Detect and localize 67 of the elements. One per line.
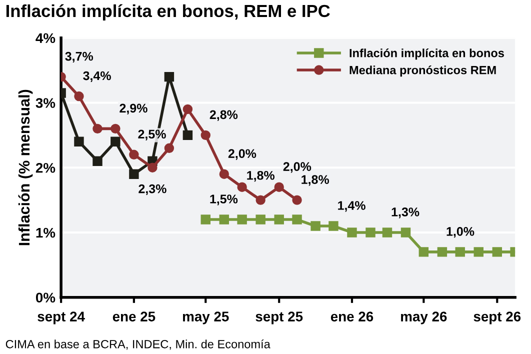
text: CIMA en base a BCRA, INDEC, Min. de Economía (6, 340, 270, 350)
annotation: 2,9% (120, 104, 148, 114)
point (219, 169, 230, 179)
legend-label: Mediana pronósticos REM (350, 66, 496, 77)
point (237, 214, 247, 224)
point (110, 136, 120, 147)
point (274, 182, 284, 192)
x-tick-label: ene 25 (112, 312, 156, 322)
point (164, 72, 174, 82)
point (310, 221, 320, 231)
y-tick-label: 2% (36, 162, 56, 173)
x-tick-label: sept 24 (38, 312, 85, 324)
chart-title: Inflación implícita en bonos, REM e IPC (6, 4, 330, 21)
annotation: 1,0% (446, 227, 474, 238)
point (366, 228, 376, 238)
point (129, 169, 139, 179)
point (292, 214, 302, 224)
point (129, 150, 139, 160)
legend-label: Inflación implícita en bonos (350, 48, 504, 60)
point (347, 228, 357, 238)
point (274, 214, 284, 224)
point (182, 104, 193, 114)
annotation: 2,0% (228, 149, 256, 160)
point (237, 182, 247, 192)
point (437, 247, 448, 257)
annotation: 2,5% (138, 130, 166, 140)
point (328, 221, 338, 231)
x-tick-label: ene 26 (330, 312, 374, 322)
annotation: 3,7% (65, 52, 94, 63)
point (219, 214, 230, 224)
point (92, 156, 102, 166)
point (74, 136, 84, 147)
point (256, 214, 266, 224)
annotation: 1,5% (210, 194, 238, 206)
point (182, 130, 193, 140)
annotation: 1,8% (302, 175, 329, 186)
point (200, 214, 210, 224)
point (164, 143, 174, 154)
point (400, 228, 411, 238)
point (492, 247, 502, 257)
annotation: 1,8% (247, 170, 275, 182)
point (418, 247, 429, 257)
point (110, 124, 120, 134)
point (474, 247, 484, 257)
x-tick-label: sept 25 (256, 312, 303, 324)
y-tick-label: 3% (36, 98, 56, 108)
annotation: 3,4% (83, 71, 111, 82)
y-axis-title: Inflación (% mensual) (18, 90, 33, 246)
annotation: 2,0% (283, 162, 312, 173)
annotation: 2,8% (210, 110, 238, 121)
point (148, 162, 158, 172)
point (455, 247, 465, 257)
y-tick-label: 1% (36, 228, 56, 238)
annotation: 1,4% (338, 201, 366, 212)
y-tick-label: 4% (36, 33, 56, 44)
x-tick-label: may 25 (182, 312, 229, 324)
y-tick-label: 0% (36, 292, 56, 303)
annotation: 2,3% (138, 184, 166, 196)
point (200, 130, 210, 140)
point (292, 195, 302, 205)
x-tick-label: sept 26 (474, 312, 521, 324)
x-tick-label: may 26 (401, 312, 447, 324)
point (382, 228, 392, 238)
point (256, 195, 266, 205)
point (92, 124, 102, 134)
point (74, 91, 84, 102)
annotation: 1,3% (392, 208, 420, 218)
